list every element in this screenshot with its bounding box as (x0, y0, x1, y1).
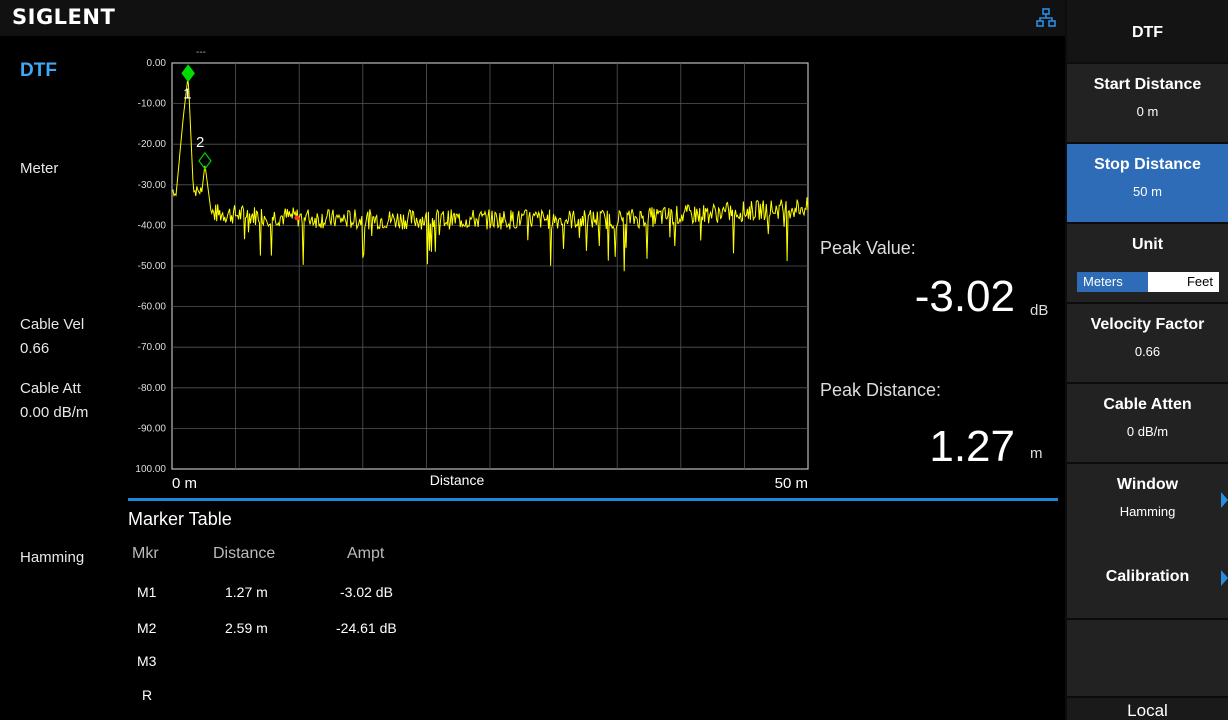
start-distance-value: 0 m (1136, 104, 1159, 119)
plot-top-label: --- (196, 47, 206, 58)
window-label: Hamming (20, 549, 85, 566)
table-row-m1-distance: 1.27 m (225, 584, 268, 600)
stop-distance-value: 50 m (1133, 184, 1162, 199)
x-start-label: 0 m (172, 475, 197, 492)
y-tick-label: -30.00 (138, 180, 167, 191)
brand-logo: SIGLENT (12, 5, 116, 29)
calibration-title: Calibration (1105, 568, 1190, 585)
cable-att-label: Cable Att (20, 380, 81, 397)
y-tick-label: 100.00 (135, 464, 166, 475)
peak-distance-value: 1.27 (929, 422, 1015, 471)
peak-value: -3.02 (914, 272, 1015, 321)
peak-distance-label: Peak Distance: (820, 380, 942, 400)
y-tick-label: -90.00 (138, 423, 167, 434)
window-value: Hamming (1119, 504, 1176, 519)
empty-softkey[interactable] (1067, 620, 1228, 696)
window-title: Window (1116, 476, 1179, 493)
cable-atten-title: Cable Atten (1103, 396, 1192, 413)
y-tick-label: 0.00 (147, 58, 167, 69)
window-submenu-arrow-icon (1221, 492, 1228, 508)
dtf-trace (171, 77, 809, 272)
stop-distance-button[interactable]: Stop Distance 50 m (1067, 144, 1228, 222)
trace-markers: 12 (181, 64, 212, 170)
y-tick-label: -80.00 (138, 383, 167, 394)
stop-distance-title: Stop Distance (1094, 156, 1201, 173)
peak-value-unit: dB (1030, 302, 1049, 319)
col-distance-header: Distance (213, 545, 276, 562)
y-tick-label: -40.00 (138, 220, 167, 231)
cable-vel-label: Cable Vel (20, 316, 85, 333)
unit-button[interactable]: Unit Meters Feet (1067, 224, 1228, 302)
calibration-button[interactable]: Calibration (1067, 542, 1228, 618)
marker-table-title: Marker Table (128, 509, 232, 529)
marker-1-label: 1 (183, 85, 191, 102)
menu-header-title: DTF (1131, 24, 1164, 41)
start-distance-title: Start Distance (1093, 76, 1202, 93)
local-button[interactable]: Local (1067, 698, 1228, 720)
reference-marker (294, 215, 300, 221)
velocity-factor-title: Velocity Factor (1090, 316, 1205, 333)
cable-atten-value: 0 dB/m (1126, 424, 1169, 439)
velocity-factor-value: 0.66 (1134, 344, 1161, 359)
unit-toggle[interactable]: Meters Feet (1077, 272, 1219, 292)
dtf-trace-plot[interactable]: 0.00 -10.00 -20.00 -30.00 -40.00 -50.00 -60.00… (0, 40, 830, 500)
unit-title: Unit (1131, 236, 1164, 253)
table-row-r-mkr[interactable]: R (142, 687, 153, 703)
cable-att-value: 0.00 dB/m (20, 404, 89, 421)
col-ampt-header: Ampt (347, 545, 385, 562)
window-button[interactable]: Window Hamming (1067, 464, 1228, 542)
calibration-submenu-arrow-icon (1221, 570, 1228, 586)
table-row-m2-distance: 2.59 m (225, 620, 268, 636)
plot-grid (172, 63, 808, 469)
y-tick-label: -20.00 (138, 139, 167, 150)
table-row-m2-mkr[interactable]: M2 (137, 620, 157, 636)
table-row-m2-ampt: -24.61 dB (336, 620, 397, 636)
x-axis-label: Distance (430, 472, 485, 488)
x-end-label: 50 m (775, 475, 808, 492)
title-bar: SIGLENT (0, 0, 1065, 36)
peak-value-label: Peak Value: (820, 238, 916, 258)
table-row-m1-ampt: -3.02 dB (340, 584, 393, 600)
marker-2-diamond-icon (198, 151, 212, 170)
y-tick-label: -10.00 (138, 99, 167, 110)
peak-distance-unit: m (1030, 445, 1043, 462)
unit-option-meters[interactable]: Meters (1077, 272, 1148, 292)
velocity-factor-button[interactable]: Velocity Factor 0.66 (1067, 304, 1228, 382)
cable-vel-value: 0.66 (20, 340, 50, 357)
unit-label: Meter (20, 160, 59, 177)
unit-option-feet[interactable]: Feet (1186, 274, 1213, 289)
table-row-m3-mkr[interactable]: M3 (137, 653, 157, 669)
network-icon (1036, 8, 1056, 27)
menu-header: DTF (1067, 0, 1228, 62)
marker-2-label: 2 (196, 134, 204, 151)
marker-1-diamond-icon (181, 64, 195, 83)
table-row-m1-mkr[interactable]: M1 (137, 584, 157, 600)
y-tick-label: -50.00 (138, 261, 167, 272)
y-tick-label: -70.00 (138, 342, 167, 353)
cable-atten-button[interactable]: Cable Atten 0 dB/m (1067, 384, 1228, 462)
divider (128, 498, 1058, 501)
y-axis-ticks: 0.00 -10.00 -20.00 -30.00 -40.00 -50.00 -60.00… (135, 58, 166, 475)
mode-title: DTF (20, 60, 57, 81)
y-tick-label: -60.00 (138, 302, 167, 313)
start-distance-button[interactable]: Start Distance 0 m (1067, 64, 1228, 142)
col-mkr-header: Mkr (132, 545, 159, 562)
